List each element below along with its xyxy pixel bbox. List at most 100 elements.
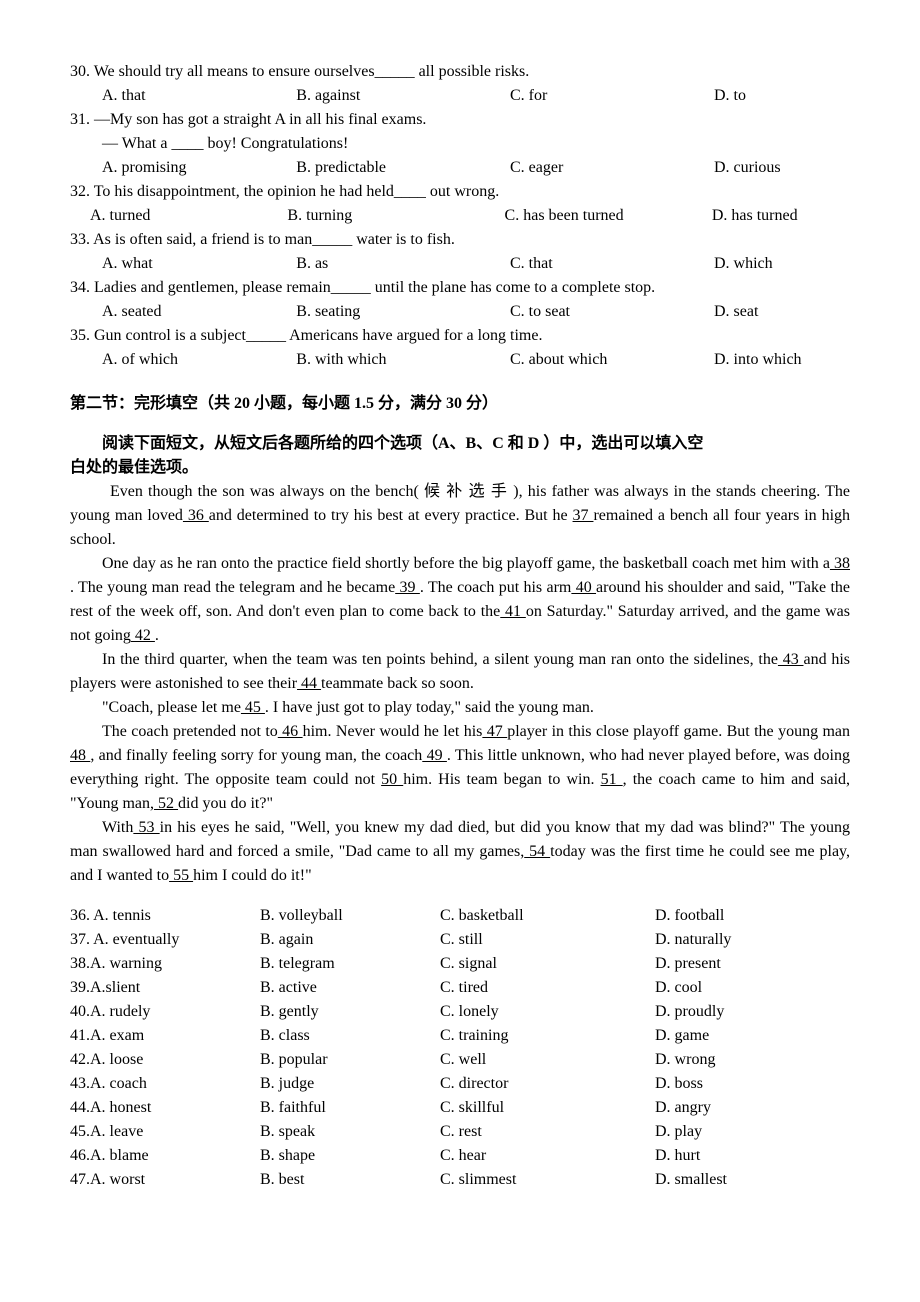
c43b: B. judge [260, 1072, 440, 1096]
q32-opt-d: D. has turned [712, 204, 850, 228]
c37a: 37. A. eventually [70, 928, 260, 952]
blank-55: 55 [169, 867, 193, 884]
q34-opt-a: A. seated [70, 300, 296, 324]
c41d: D. game [655, 1024, 805, 1048]
c36b: B. volleyball [260, 904, 440, 928]
cloze-row-47: 47.A. worstB. bestC. slimmestD. smallest [70, 1168, 850, 1192]
c42d: D. wrong [655, 1048, 805, 1072]
q35-blank: _____ [246, 327, 286, 344]
p2c: . The coach put his arm [420, 579, 572, 596]
q30-blank: _____ [375, 63, 415, 80]
c36d: D. football [655, 904, 805, 928]
q30-text-b: all possible risks. [415, 63, 530, 80]
blank-41: 41 [500, 603, 526, 620]
blank-43: 43 [778, 651, 804, 668]
q35-opt-d: D. into which [714, 348, 850, 372]
c39c: C. tired [440, 976, 655, 1000]
blank-49: 49 [422, 747, 447, 764]
q33-blank: _____ [312, 231, 352, 248]
c41b: B. class [260, 1024, 440, 1048]
c40b: B. gently [260, 1000, 440, 1024]
c43c: C. director [440, 1072, 655, 1096]
p5b: him. Never would he let his [303, 723, 483, 740]
c42c: C. well [440, 1048, 655, 1072]
passage-p6: With 53 in his eyes he said, "Well, you … [70, 816, 850, 888]
q32-options: A. turned B. turning C. has been turned … [70, 204, 850, 228]
cloze-options-table: 36. A. tennisB. volleyballC. basketballD… [70, 904, 850, 1192]
c40a: 40.A. rudely [70, 1000, 260, 1024]
c47a: 47.A. worst [70, 1168, 260, 1192]
c42a: 42.A. loose [70, 1048, 260, 1072]
cloze-row-43: 43.A. coachB. judgeC. directorD. boss [70, 1072, 850, 1096]
q34-opt-b: B. seating [296, 300, 510, 324]
cloze-row-37: 37. A. eventuallyB. againC. stillD. natu… [70, 928, 850, 952]
q34-opt-c: C. to seat [510, 300, 714, 324]
c45c: C. rest [440, 1120, 655, 1144]
q35-text-a: 35. Gun control is a subject [70, 327, 246, 344]
c46c: C. hear [440, 1144, 655, 1168]
c37d: D. naturally [655, 928, 805, 952]
q31-text-a: — What a [102, 135, 171, 152]
c39d: D. cool [655, 976, 805, 1000]
q31-options: A. promising B. predictable C. eager D. … [70, 156, 850, 180]
p2b: . The young man read the telegram and he… [70, 579, 395, 596]
c43d: D. boss [655, 1072, 805, 1096]
c39b: B. active [260, 976, 440, 1000]
q33-text-b: water is to fish. [352, 231, 455, 248]
q30-stem: 30. We should try all means to ensure ou… [70, 60, 850, 84]
blank-46: 46 [278, 723, 303, 740]
p1b: and determined to try his best at every … [209, 507, 573, 524]
q31-opt-b: B. predictable [296, 156, 510, 180]
c45a: 45.A. leave [70, 1120, 260, 1144]
blank-52: 52 [154, 795, 178, 812]
cloze-row-38: 38.A. warningB. telegramC. signalD. pres… [70, 952, 850, 976]
passage-p2: One day as he ran onto the practice fiel… [70, 552, 850, 648]
cloze-row-39: 39.A.slientB. activeC. tiredD. cool [70, 976, 850, 1000]
q33-opt-d: D. which [714, 252, 850, 276]
q30-opt-c: C. for [510, 84, 714, 108]
q33-opt-b: B. as [296, 252, 510, 276]
c42b: B. popular [260, 1048, 440, 1072]
c45b: B. speak [260, 1120, 440, 1144]
q31-line1: 31. —My son has got a straight A in all … [70, 108, 850, 132]
p3a: In the third quarter, when the team was … [102, 651, 778, 668]
c46a: 46.A. blame [70, 1144, 260, 1168]
q30-opt-d: D. to [714, 84, 850, 108]
blank-44: 44 [297, 675, 321, 692]
c38c: C. signal [440, 952, 655, 976]
q33-text-a: 33. As is often said, a friend is to man [70, 231, 312, 248]
blank-40: 40 [571, 579, 596, 596]
c40d: D. proudly [655, 1000, 805, 1024]
c41c: C. training [440, 1024, 655, 1048]
section-title: 第二节：完形填空（共 20 小题，每小题 1.5 分，满分 30 分） [70, 392, 850, 416]
instruction-a: 阅读下面短文，从短文后各题所给的四个选项（A、B、C 和 D ）中，选出可以填入… [102, 435, 703, 452]
c46b: B. shape [260, 1144, 440, 1168]
cloze-row-45: 45.A. leaveB. speakC. restD. play [70, 1120, 850, 1144]
p5a: The coach pretended not to [102, 723, 278, 740]
c45d: D. play [655, 1120, 805, 1144]
q35-opt-a: A. of which [70, 348, 296, 372]
c40c: C. lonely [440, 1000, 655, 1024]
p5c: player in this close playoff game. But t… [507, 723, 850, 740]
q33-options: A. what B. as C. that D. which [70, 252, 850, 276]
q32-opt-c: C. has been turned [505, 204, 712, 228]
blank-37: 37 [573, 507, 594, 524]
q31-opt-d: D. curious [714, 156, 850, 180]
section-instruction: 阅读下面短文，从短文后各题所给的四个选项（A、B、C 和 D ）中，选出可以填入… [70, 432, 850, 456]
passage-p3: In the third quarter, when the team was … [70, 648, 850, 696]
q32-stem: 32. To his disappointment, the opinion h… [70, 180, 850, 204]
blank-42: 42 [131, 627, 155, 644]
q34-blank: _____ [331, 279, 371, 296]
cloze-row-36: 36. A. tennisB. volleyballC. basketballD… [70, 904, 850, 928]
p4a: "Coach, please let me [102, 699, 241, 716]
c47d: D. smallest [655, 1168, 805, 1192]
passage-p4: "Coach, please let me 45 . I have just g… [70, 696, 850, 720]
cloze-row-44: 44.A. honestB. faithfulC. skillfulD. ang… [70, 1096, 850, 1120]
p4b: . I have just got to play today," said t… [265, 699, 594, 716]
blank-39: 39 [395, 579, 420, 596]
c38a: 38.A. warning [70, 952, 260, 976]
q30-text-a: 30. We should try all means to ensure ou… [70, 63, 375, 80]
passage-p1: Even though the son was always on the be… [70, 480, 850, 552]
c37b: B. again [260, 928, 440, 952]
q35-stem: 35. Gun control is a subject_____ Americ… [70, 324, 850, 348]
